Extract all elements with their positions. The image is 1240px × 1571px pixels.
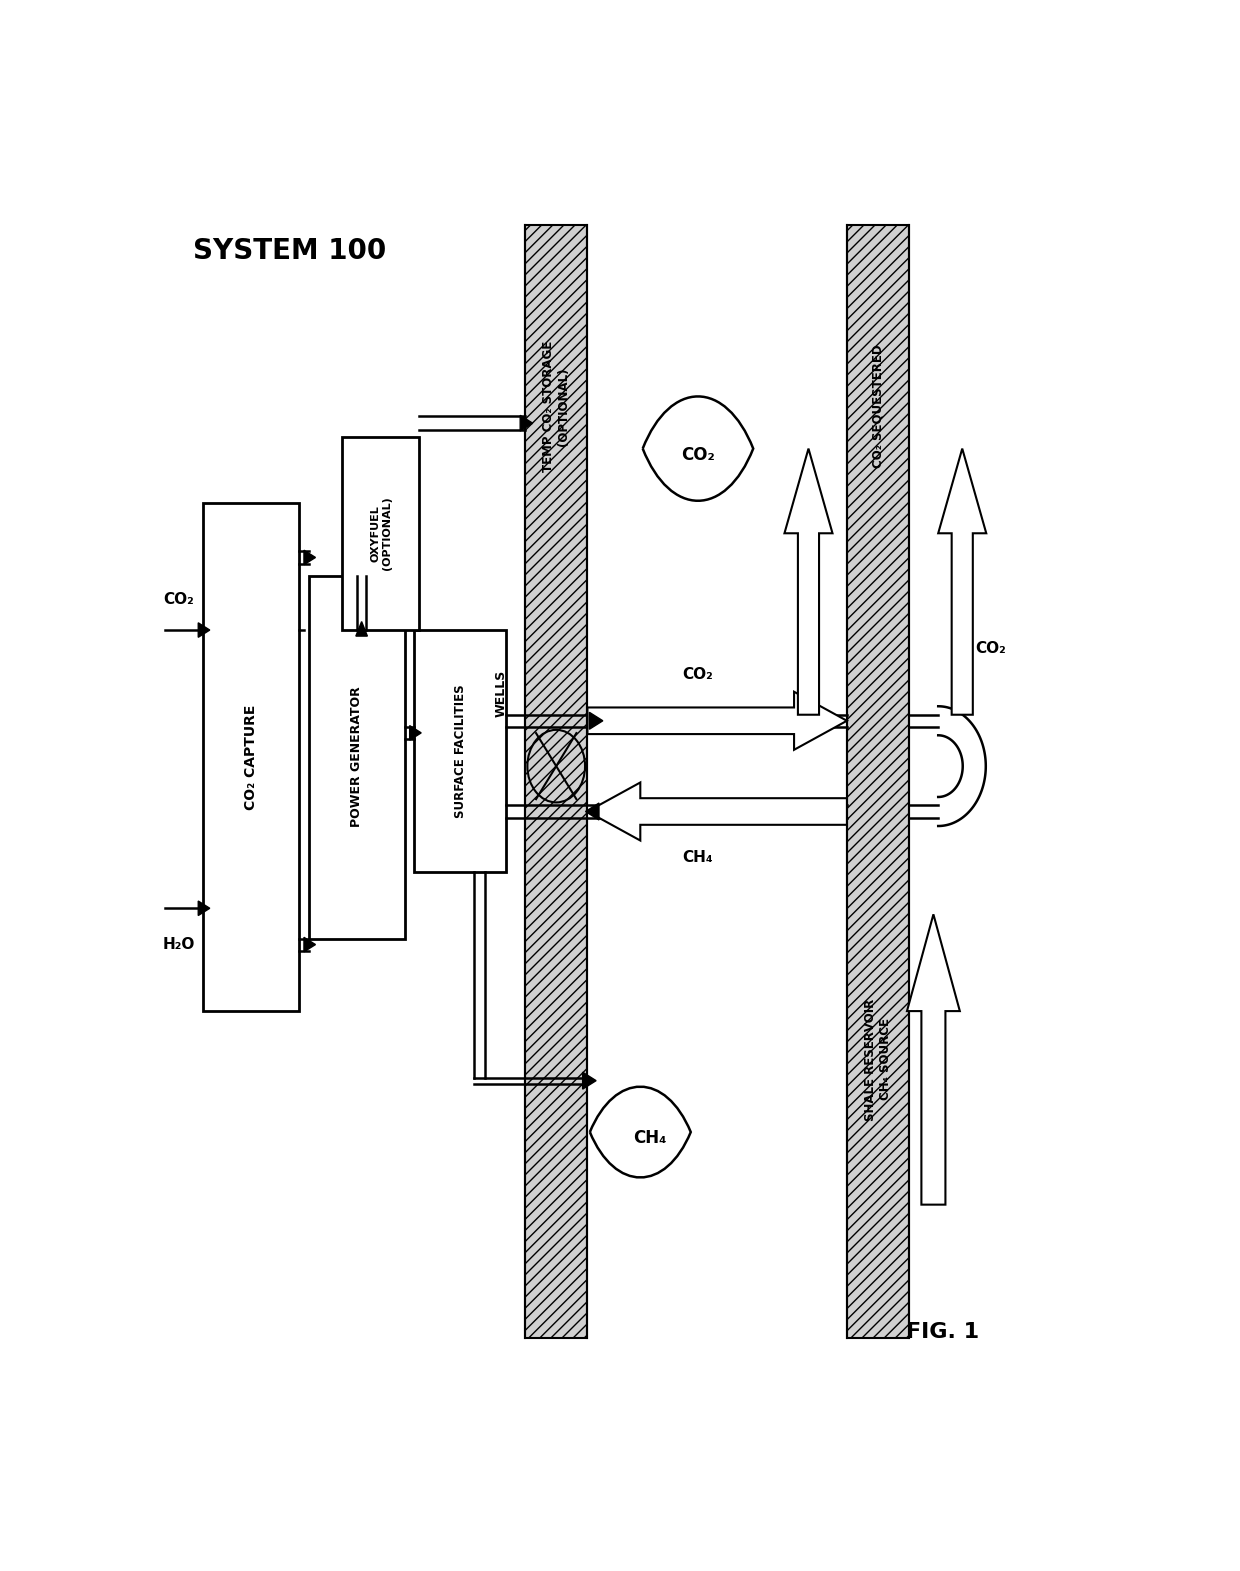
Text: SURFACE FACILITIES: SURFACE FACILITIES bbox=[454, 685, 466, 818]
Polygon shape bbox=[198, 902, 210, 916]
Text: CO₂: CO₂ bbox=[976, 641, 1007, 655]
Polygon shape bbox=[589, 712, 603, 729]
Text: CO₂: CO₂ bbox=[682, 668, 713, 682]
Text: CO₂ CAPTURE: CO₂ CAPTURE bbox=[244, 704, 258, 809]
Text: CO₂: CO₂ bbox=[164, 592, 195, 608]
Polygon shape bbox=[583, 1071, 596, 1089]
Text: SHALE RESERVOIR
CH₄ SOURCE: SHALE RESERVOIR CH₄ SOURCE bbox=[864, 998, 892, 1120]
Bar bbox=[847, 225, 909, 1338]
Text: SYSTEM 100: SYSTEM 100 bbox=[193, 237, 387, 265]
Text: FIG. 1: FIG. 1 bbox=[906, 1321, 980, 1342]
Polygon shape bbox=[939, 449, 986, 715]
Polygon shape bbox=[409, 726, 422, 740]
Text: TEMP CO₂ STORAGE
(OPTIONAL): TEMP CO₂ STORAGE (OPTIONAL) bbox=[542, 341, 570, 471]
Polygon shape bbox=[588, 782, 847, 840]
Bar bbox=[525, 225, 588, 1338]
Bar bbox=[414, 630, 506, 872]
Polygon shape bbox=[785, 449, 832, 715]
Text: POWER GENERATOR: POWER GENERATOR bbox=[351, 687, 363, 828]
Text: H₂O: H₂O bbox=[162, 936, 195, 952]
PathPatch shape bbox=[590, 1087, 691, 1177]
Bar bbox=[203, 503, 299, 1012]
Text: OXYFUEL
(OPTIONAL): OXYFUEL (OPTIONAL) bbox=[370, 496, 392, 570]
Polygon shape bbox=[521, 415, 533, 430]
Text: CO₂: CO₂ bbox=[681, 446, 714, 463]
Bar bbox=[309, 575, 404, 938]
Polygon shape bbox=[585, 803, 599, 820]
Bar bbox=[342, 437, 419, 630]
Text: CH₄: CH₄ bbox=[634, 1130, 667, 1147]
Text: WELLS: WELLS bbox=[495, 669, 507, 718]
PathPatch shape bbox=[642, 396, 753, 501]
Polygon shape bbox=[906, 914, 960, 1205]
Polygon shape bbox=[198, 622, 210, 638]
Polygon shape bbox=[304, 938, 315, 952]
Polygon shape bbox=[304, 550, 315, 564]
Text: CO₂ SEQUESTERED: CO₂ SEQUESTERED bbox=[872, 344, 884, 468]
Polygon shape bbox=[588, 691, 847, 749]
Text: CH₄: CH₄ bbox=[683, 850, 713, 866]
Polygon shape bbox=[356, 622, 367, 636]
